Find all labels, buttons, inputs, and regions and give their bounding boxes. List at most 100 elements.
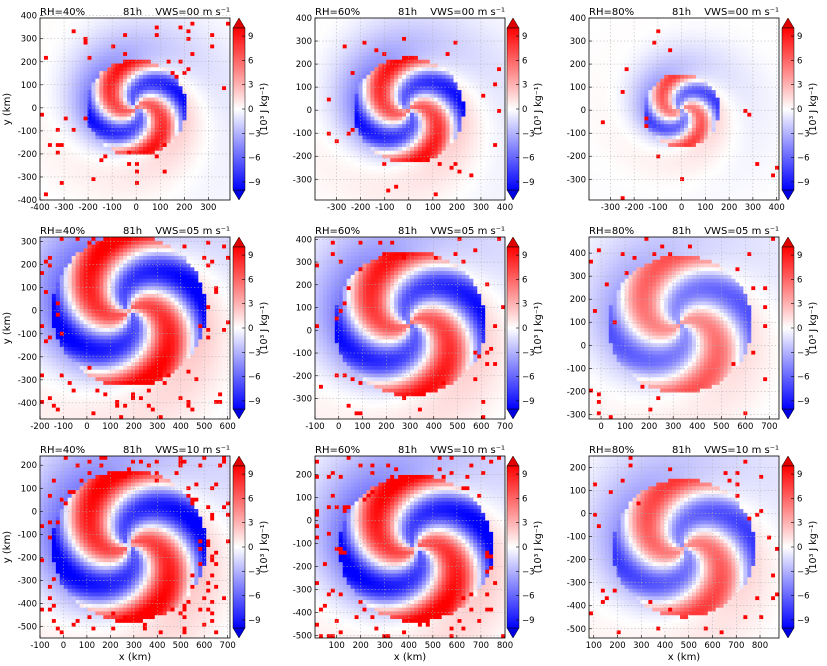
heatmap-cell (370, 63, 375, 68)
heatmap-cell (103, 116, 108, 121)
heatmap-cell (421, 169, 427, 174)
heatmap-cell (398, 78, 403, 83)
heatmap-cell (342, 74, 348, 80)
heatmap-cell (131, 29, 136, 34)
heatmap-cell (473, 18, 478, 23)
heatmap-cell (350, 150, 355, 155)
heatmap-cell (402, 86, 407, 91)
heatmap-cell (154, 78, 160, 83)
heatmap-cell (150, 25, 156, 30)
heatmap-cell (198, 165, 203, 171)
heatmap-cell (67, 165, 73, 171)
heatmap-cell (222, 135, 227, 140)
heatmap-cell (465, 67, 470, 72)
heatmap-cell (43, 33, 49, 38)
heatmap-cell (91, 109, 96, 114)
heatmap-cell (362, 40, 367, 45)
heatmap-cell (51, 67, 57, 72)
heatmap-cell (119, 82, 124, 87)
heatmap-cell (123, 116, 128, 121)
heatmap-cell (465, 143, 470, 148)
heatmap-cell (135, 86, 140, 91)
heatmap-cell (366, 192, 371, 197)
heatmap-cell (59, 90, 65, 95)
heatmap-cell (461, 82, 466, 87)
heatmap-cell (477, 158, 482, 163)
heatmap-cell (91, 154, 96, 159)
heatmap-cell (433, 78, 439, 83)
heatmap-cell (135, 25, 140, 30)
heatmap-cell (318, 143, 324, 148)
heatmap-cell (178, 154, 183, 159)
heatmap-cell (425, 192, 431, 197)
heatmap-cell (127, 143, 132, 148)
colorbar-tick-label: 9 (248, 32, 253, 42)
heatmap-cell (226, 158, 230, 163)
heatmap-cell (346, 165, 352, 171)
heatmap-cell (182, 135, 187, 140)
heatmap-cell (330, 36, 336, 42)
heatmap-cell (154, 74, 160, 80)
heatmap-cell (202, 71, 207, 76)
heatmap-cell (461, 55, 466, 61)
heatmap-cell (473, 105, 478, 110)
heatmap-cell (206, 29, 211, 34)
heatmap-cell (131, 63, 136, 68)
heatmap-cell (107, 90, 112, 95)
heatmap-cell (589, 184, 594, 190)
heatmap-cell (378, 63, 383, 68)
heatmap-cell (406, 184, 411, 190)
heatmap-cell (481, 116, 486, 121)
heatmap-cell (501, 124, 505, 129)
heatmap-cell (107, 52, 112, 57)
heatmap-cell (138, 101, 144, 106)
heatmap-cell (71, 101, 77, 106)
heatmap-cell (485, 188, 490, 193)
heatmap-cell (485, 105, 490, 110)
heatmap-cell (326, 97, 332, 102)
heatmap-cell (43, 67, 49, 72)
heatmap-cell (378, 52, 383, 57)
heatmap-cell (485, 74, 490, 80)
heatmap-cell (71, 162, 77, 167)
heatmap-cell (123, 139, 128, 144)
heatmap-cell (174, 36, 179, 42)
heatmap-cell (425, 52, 431, 57)
heatmap-cell (600, 59, 606, 64)
heatmap-cell (370, 52, 375, 57)
heatmap-cell (214, 154, 219, 159)
heatmap-cell (315, 131, 320, 136)
heatmap-cell (226, 131, 230, 136)
heatmap-cell (103, 97, 108, 102)
heatmap-cell (91, 97, 96, 102)
heatmap-cell (334, 33, 340, 38)
heatmap-cell (166, 196, 172, 200)
heatmap-cell (425, 48, 431, 53)
heatmap-cell (473, 36, 478, 42)
heatmap-cell (55, 135, 61, 140)
heatmap-cell (150, 165, 156, 171)
heatmap-cell (95, 173, 100, 178)
heatmap-cell (111, 82, 116, 87)
heatmap-cell (398, 18, 403, 23)
heatmap-cell (154, 120, 160, 125)
heatmap-cell (127, 97, 132, 102)
heatmap-cell (166, 109, 172, 114)
heatmap-cell (461, 173, 466, 178)
heatmap-cell (150, 33, 156, 38)
heatmap-cell (99, 177, 104, 182)
heatmap-cell (322, 97, 328, 102)
heatmap-cell (342, 63, 348, 68)
heatmap-cell (67, 154, 73, 159)
heatmap-cell (489, 188, 494, 193)
heatmap-cell (346, 40, 352, 45)
heatmap-cell (481, 105, 486, 110)
heatmap-cell (326, 127, 332, 133)
heatmap-cell (178, 181, 183, 186)
heatmap-cell (51, 18, 57, 23)
heatmap-cell (79, 112, 84, 117)
heatmap-cell (71, 120, 77, 125)
heatmap-cell (95, 44, 100, 49)
heatmap-cell (75, 154, 80, 159)
heatmap-cell (87, 127, 92, 133)
